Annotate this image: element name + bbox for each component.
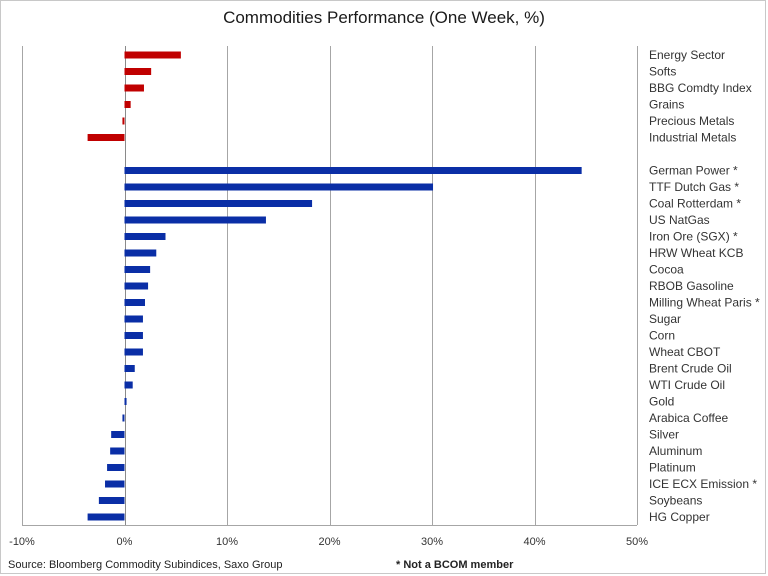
category-label: Arabica Coffee <box>649 411 728 425</box>
category-label: TTF Dutch Gas * <box>649 180 739 194</box>
bar <box>87 134 125 141</box>
category-label: Energy Sector <box>649 48 725 62</box>
category-label: Softs <box>649 65 676 79</box>
category-label: Coal Rotterdam * <box>649 197 741 211</box>
bar <box>87 513 125 521</box>
bar <box>124 167 582 174</box>
category-label: Precious Metals <box>649 114 734 128</box>
category-label: Gold <box>649 395 674 409</box>
bar <box>124 266 151 273</box>
category-label: Silver <box>649 428 679 442</box>
category-label: Grains <box>649 98 684 112</box>
category-label: German Power * <box>649 164 738 178</box>
bar <box>124 348 143 356</box>
category-label: RBOB Gasoline <box>649 279 734 293</box>
category-label: HRW Wheat KCB <box>649 246 743 260</box>
x-tick-label: 20% <box>318 536 340 548</box>
x-tick-label: 10% <box>216 536 238 548</box>
bar <box>124 84 144 92</box>
bar <box>124 398 127 405</box>
x-tick-label: 40% <box>523 536 545 548</box>
bar <box>111 431 125 438</box>
bar <box>124 249 157 257</box>
bar <box>124 381 133 389</box>
bar <box>107 464 125 471</box>
bar <box>124 233 166 240</box>
category-label: Milling Wheat Paris * <box>649 296 760 310</box>
bar <box>124 200 313 207</box>
bar <box>105 480 125 488</box>
x-tick-label: 30% <box>421 536 443 548</box>
bar <box>124 68 152 75</box>
category-label: Iron Ore (SGX) * <box>649 230 738 244</box>
bar <box>124 315 143 323</box>
category-label: ICE ECX Emission * <box>649 477 757 491</box>
x-tick-label: 0% <box>117 536 133 548</box>
bar <box>124 101 131 108</box>
source-note: Source: Bloomberg Commodity Subindices, … <box>8 559 283 571</box>
category-label: Sugar <box>649 312 681 326</box>
bar <box>124 332 143 339</box>
category-label: HG Copper <box>649 510 710 524</box>
bar <box>124 183 434 191</box>
bar <box>124 365 135 372</box>
category-label: WTI Crude Oil <box>649 378 725 392</box>
category-label: Cocoa <box>649 263 684 277</box>
category-label: Platinum <box>649 461 696 475</box>
category-label: Wheat CBOT <box>649 345 721 359</box>
bar <box>122 117 125 125</box>
footnote: * Not a BCOM member <box>396 559 514 571</box>
x-tick-label: -10% <box>9 536 35 548</box>
bar <box>124 299 145 306</box>
category-label: US NatGas <box>649 213 710 227</box>
chart-title: Commodities Performance (One Week, %) <box>223 8 545 27</box>
bar <box>98 497 125 504</box>
category-label: Industrial Metals <box>649 131 736 145</box>
bar <box>122 414 125 422</box>
category-label: Corn <box>649 329 675 343</box>
x-tick-label: 50% <box>626 536 648 548</box>
bar <box>110 447 125 455</box>
bar <box>124 51 181 59</box>
category-label: Aluminum <box>649 444 702 458</box>
category-label: BBG Comdty Index <box>649 81 752 95</box>
bar <box>124 216 266 224</box>
category-label: Brent Crude Oil <box>649 362 732 376</box>
category-label: Soybeans <box>649 494 702 508</box>
bar <box>124 282 149 290</box>
